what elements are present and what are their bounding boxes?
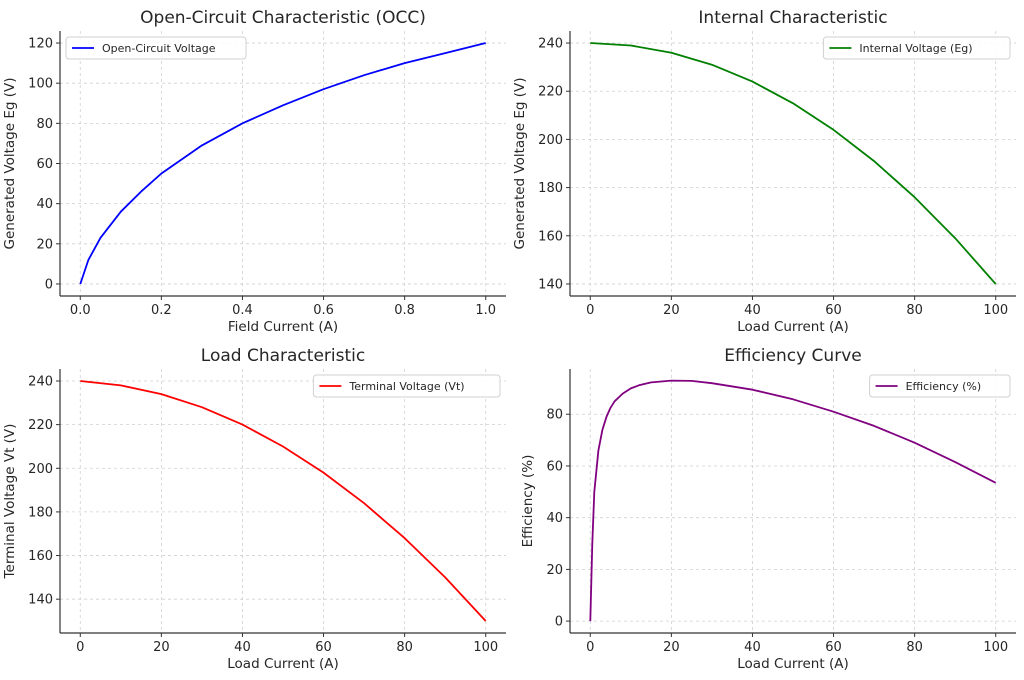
chart-title: Open-Circuit Characteristic (OCC) [140, 8, 426, 28]
x-tick-label: 20 [663, 640, 680, 655]
y-tick-label: 80 [36, 117, 53, 132]
chart-title: Load Characteristic [201, 346, 365, 366]
legend-box [65, 36, 247, 60]
x-tick-label: 20 [153, 640, 170, 655]
y-tick-label: 60 [36, 157, 53, 172]
x-axis-label: Field Current (A) [228, 319, 338, 335]
y-tick-label: 140 [538, 277, 563, 292]
x-tick-label: 60 [315, 640, 332, 655]
y-tick-label: 120 [28, 37, 53, 52]
y-tick-label: 160 [28, 549, 53, 564]
legend: Terminal Voltage (Vt) [312, 374, 501, 398]
subplot-1: 0.0 0.2 0.4 0.6 0.8 1.0 0 20 40 60 80 100 120 Open-Ci… [2, 8, 506, 335]
subplot-2: 0 20 40 60 80 100 140 160 180 200 220 240 Internal V… [512, 8, 1016, 335]
chart-title: Efficiency Curve [724, 346, 861, 366]
legend: Efficiency (%) [869, 374, 1011, 398]
y-tick-label: 240 [28, 375, 53, 390]
x-tick-label: 80 [396, 640, 413, 655]
chart-title: Internal Characteristic [698, 8, 887, 28]
y-tick-label: 0 [45, 277, 53, 292]
y-tick-label: 0 [555, 615, 563, 630]
y-tick-label: 200 [538, 133, 563, 148]
y-axis-label: Terminal Voltage Vt (V) [2, 424, 18, 580]
subplot-4: 0 20 40 60 80 100 0 20 40 60 80 Efficiency (%) Effic… [520, 346, 1016, 672]
y-tick-label: 60 [546, 459, 563, 474]
x-tick-label: 100 [983, 640, 1008, 655]
legend-box [822, 36, 1011, 60]
y-axis-label: Efficiency (%) [520, 455, 536, 548]
y-tick-label: 160 [538, 229, 563, 244]
x-tick-label: 0.6 [313, 303, 334, 318]
y-tick-label: 220 [28, 418, 53, 433]
y-tick-label: 100 [28, 77, 53, 92]
legend-box [312, 374, 501, 398]
y-tick-label: 220 [538, 85, 563, 100]
y-tick-label: 140 [28, 593, 53, 608]
legend-label: Open-Circuit Voltage [102, 42, 216, 55]
x-tick-label: 60 [825, 303, 842, 318]
subplot-3: 0 20 40 60 80 100 140 160 180 200 220 240 Terminal V… [2, 346, 506, 672]
series-line-1 [79, 42, 486, 285]
legend: Open-Circuit Voltage [65, 36, 247, 60]
x-tick-label: 0.0 [70, 303, 91, 318]
y-tick-label: 240 [538, 37, 563, 52]
x-tick-label: 20 [663, 303, 680, 318]
x-tick-label: 40 [744, 640, 761, 655]
x-tick-label: 0 [586, 640, 594, 655]
y-axis-label: Generated Voltage Eg (V) [2, 78, 18, 250]
x-tick-label: 60 [825, 640, 842, 655]
series-line-1 [80, 380, 487, 622]
x-axis-label: Load Current (A) [227, 656, 338, 672]
x-tick-label: 100 [983, 303, 1008, 318]
series-line-1 [589, 379, 997, 622]
x-tick-label: 80 [906, 640, 923, 655]
x-axis-label: Load Current (A) [737, 319, 848, 335]
y-axis-label: Generated Voltage Eg (V) [512, 78, 528, 250]
x-tick-label: 80 [906, 303, 923, 318]
legend-label: Efficiency (%) [906, 380, 982, 393]
series-line-1 [590, 42, 997, 285]
y-tick-label: 20 [36, 237, 53, 252]
legend-box [869, 374, 1011, 398]
x-tick-label: 0.4 [232, 303, 253, 318]
y-tick-label: 180 [28, 505, 53, 520]
x-tick-label: 100 [473, 640, 498, 655]
y-tick-label: 200 [28, 462, 53, 477]
y-tick-label: 180 [538, 181, 563, 196]
legend: Internal Voltage (Eg) [822, 36, 1011, 60]
legend-label: Terminal Voltage (Vt) [348, 380, 464, 393]
x-tick-label: 0 [76, 640, 84, 655]
x-tick-label: 0 [586, 303, 594, 318]
x-tick-label: 40 [234, 640, 251, 655]
legend-label: Internal Voltage (Eg) [859, 42, 972, 55]
y-tick-label: 20 [546, 563, 563, 578]
x-tick-label: 0.2 [151, 303, 172, 318]
x-tick-label: 40 [744, 303, 761, 318]
y-tick-label: 40 [36, 197, 53, 212]
x-tick-label: 1.0 [475, 303, 496, 318]
y-tick-label: 40 [546, 511, 563, 526]
x-tick-label: 0.8 [394, 303, 415, 318]
y-tick-label: 80 [546, 408, 563, 423]
x-axis-label: Load Current (A) [737, 656, 848, 672]
